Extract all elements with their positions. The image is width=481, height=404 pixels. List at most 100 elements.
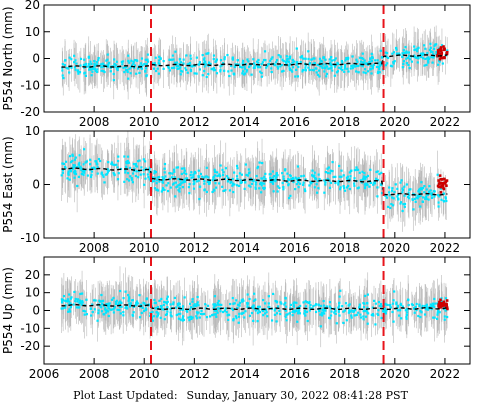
observation-point (115, 64, 118, 67)
observation-point (421, 304, 424, 308)
observation-point (331, 161, 334, 164)
observation-point (433, 316, 436, 319)
observation-point (62, 294, 66, 298)
observation-point (91, 303, 94, 306)
observation-point (126, 159, 129, 163)
observation-point (258, 161, 261, 164)
observation-point (224, 189, 227, 192)
observation-point (312, 62, 315, 65)
observation-point (338, 314, 341, 317)
observation-point (390, 203, 393, 206)
observation-point (76, 70, 80, 73)
x-tick-label: 2010 (129, 241, 160, 255)
observation-point (246, 303, 249, 306)
observation-point (366, 183, 369, 186)
observation-point (265, 311, 268, 314)
observation-point (304, 311, 307, 314)
observation-point (270, 181, 274, 184)
observation-point (153, 62, 156, 65)
recent-point (439, 47, 443, 50)
observation-point (236, 167, 239, 170)
observation-point (393, 190, 396, 194)
observation-point (423, 44, 426, 47)
observation-point (408, 54, 411, 57)
observation-point (432, 305, 435, 308)
observation-point (247, 60, 250, 63)
observation-point (413, 197, 417, 201)
observation-point (103, 308, 107, 311)
observation-point (377, 65, 380, 69)
observation-point (392, 197, 395, 200)
observation-point (133, 59, 137, 62)
observation-point (207, 176, 210, 179)
observation-point (273, 309, 276, 312)
observation-point (338, 302, 341, 305)
observation-point (380, 56, 383, 59)
observation-point (437, 309, 440, 313)
observation-point (430, 304, 433, 308)
observation-point (165, 184, 168, 187)
observation-point (167, 66, 170, 69)
x-tick-label: 2016 (279, 241, 310, 255)
observation-point (361, 52, 364, 55)
observation-point (205, 75, 208, 79)
observation-point (107, 169, 111, 172)
observation-point (273, 174, 276, 178)
observation-point (286, 57, 289, 61)
observation-point (355, 58, 358, 61)
observation-point (68, 56, 71, 59)
observation-point (128, 302, 131, 305)
observation-point (272, 190, 275, 193)
observation-point (383, 307, 387, 310)
observation-point (262, 298, 265, 302)
observation-point (434, 43, 437, 46)
observation-point (191, 298, 194, 301)
recent-point (439, 49, 443, 53)
observation-point (315, 71, 318, 74)
observation-point (217, 299, 220, 303)
observation-point (270, 319, 274, 322)
observation-point (203, 176, 206, 179)
observation-point (183, 171, 186, 174)
observation-point (87, 62, 90, 66)
observation-point (444, 197, 447, 200)
observation-point (213, 305, 216, 308)
observation-point (253, 292, 256, 295)
observation-point (374, 178, 378, 181)
observation-point (309, 303, 312, 307)
x-tick-label: 2022 (430, 241, 461, 255)
observation-point (420, 187, 423, 190)
observation-point (174, 50, 177, 53)
observation-point (197, 63, 200, 66)
observation-point (234, 65, 237, 68)
observation-point (418, 192, 421, 195)
observation-point (350, 64, 353, 68)
observation-point (116, 166, 119, 169)
observation-point (321, 63, 324, 66)
observation-point (291, 66, 295, 69)
observation-point (380, 192, 384, 195)
observation-point (392, 320, 395, 323)
observation-point (164, 175, 167, 178)
observation-point (130, 177, 133, 180)
observation-point (260, 191, 263, 194)
observation-point (71, 153, 74, 156)
observation-point (140, 62, 143, 65)
observation-point (115, 60, 118, 63)
observation-point (227, 176, 230, 180)
observation-point (361, 170, 364, 173)
recent-point (439, 181, 442, 185)
observation-point (429, 42, 432, 45)
observation-point (312, 69, 315, 72)
y-tick-label: -20 (20, 105, 40, 119)
observation-point (176, 185, 179, 188)
observation-point (79, 64, 82, 67)
observation-point (282, 69, 285, 73)
observation-point (151, 176, 154, 179)
observation-point (402, 49, 405, 52)
observation-point (395, 46, 398, 50)
observation-point (153, 298, 156, 302)
observation-point (252, 306, 255, 310)
observation-point (337, 179, 340, 183)
observation-point (263, 312, 267, 315)
